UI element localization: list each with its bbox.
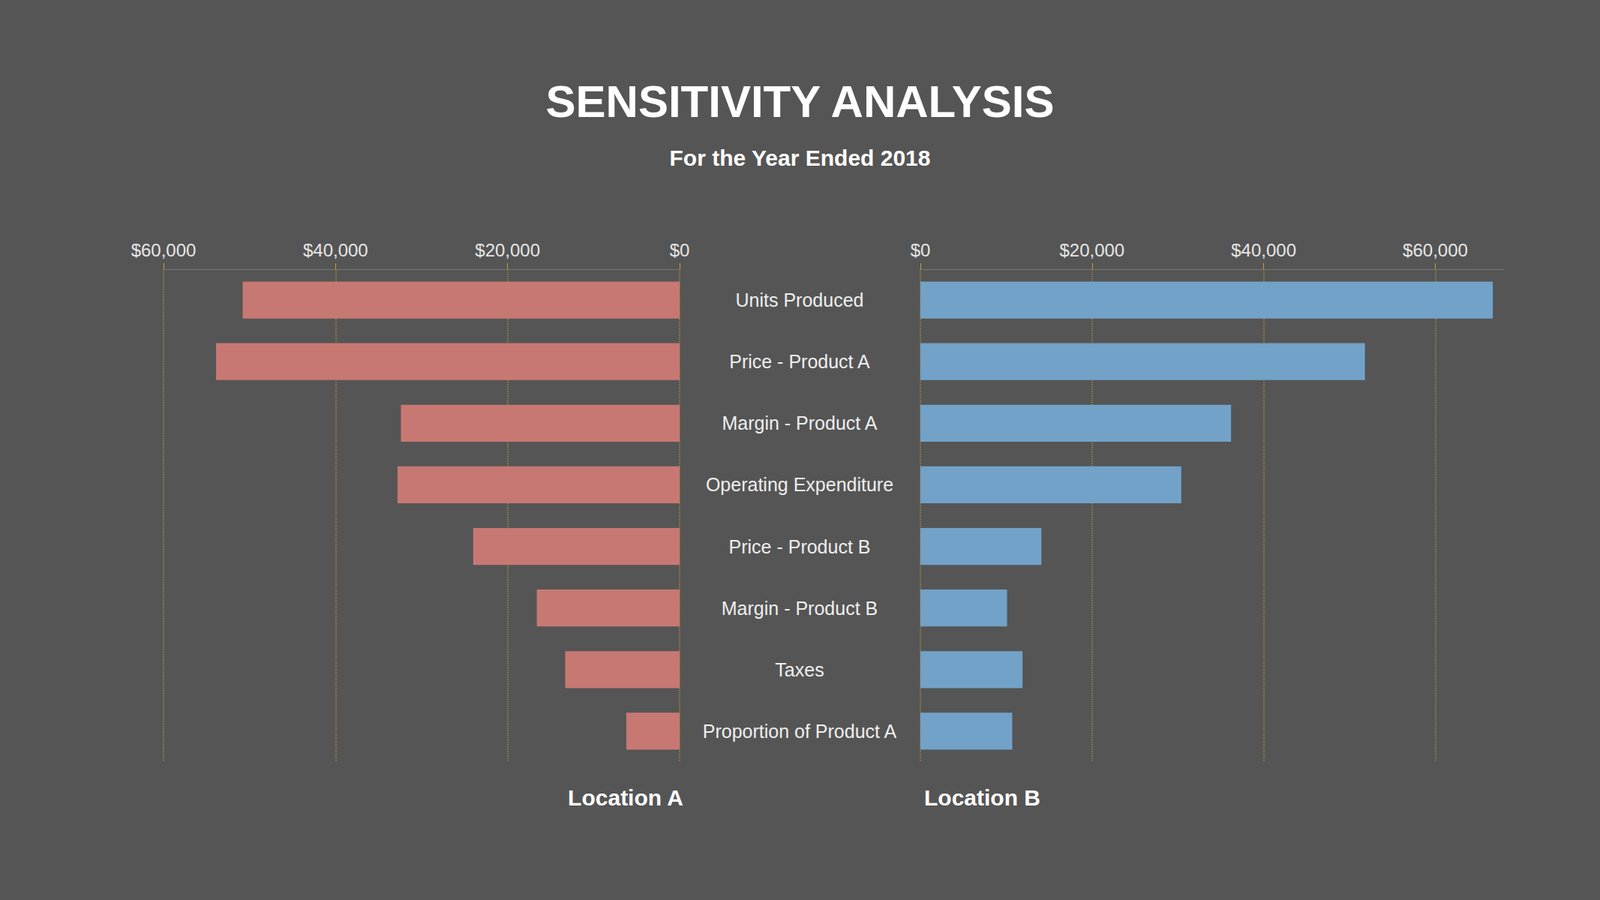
svg-text:Price - Product B: Price - Product B [729, 536, 871, 558]
svg-text:$40,000: $40,000 [303, 240, 369, 261]
svg-text:Taxes: Taxes [774, 659, 824, 681]
svg-text:Operating Expenditure: Operating Expenditure [705, 474, 894, 496]
svg-text:Units Produced: Units Produced [735, 289, 865, 311]
svg-text:For the Year Ended 2018: For the Year Ended 2018 [669, 145, 931, 171]
svg-text:$0: $0 [669, 240, 691, 261]
svg-text:Proportion of Product A: Proportion of Product A [702, 720, 898, 742]
svg-text:$60,000: $60,000 [131, 240, 197, 261]
svg-text:Location A: Location A [567, 785, 684, 811]
svg-text:$60,000: $60,000 [1402, 240, 1468, 261]
svg-text:Location B: Location B [924, 785, 1041, 811]
svg-text:$20,000: $20,000 [474, 240, 541, 261]
svg-text:SENSITIVITY ANALYSIS: SENSITIVITY ANALYSIS [546, 76, 1055, 127]
svg-text:$40,000: $40,000 [1230, 240, 1297, 261]
svg-text:$20,000: $20,000 [1059, 240, 1125, 261]
svg-text:$0: $0 [910, 240, 931, 261]
svg-text:Margin - Product B: Margin - Product B [721, 597, 878, 619]
svg-text:Margin - Product A: Margin - Product A [721, 412, 877, 434]
svg-text:Price - Product A: Price - Product A [729, 351, 871, 373]
